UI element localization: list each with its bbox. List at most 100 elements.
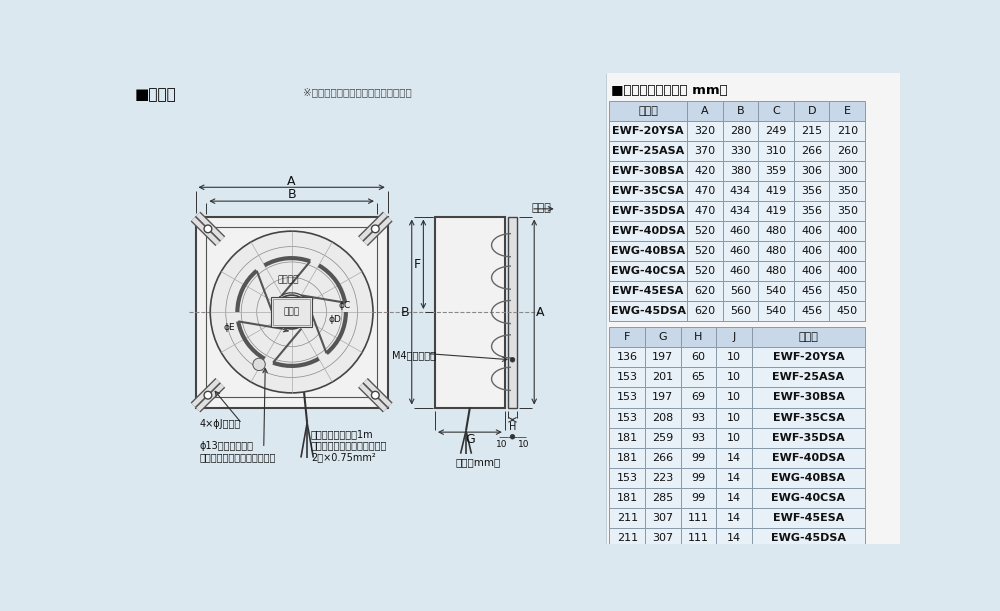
Bar — [609, 387, 645, 408]
Text: 風方向: 風方向 — [531, 203, 551, 213]
Bar — [609, 161, 687, 181]
Bar — [716, 327, 752, 348]
Bar — [794, 181, 829, 201]
Text: G: G — [465, 433, 475, 447]
Text: 300: 300 — [837, 166, 858, 176]
Text: EWF-35DSA: EWF-35DSA — [612, 206, 684, 216]
Bar — [681, 408, 716, 428]
Bar — [645, 348, 681, 367]
Text: 310: 310 — [766, 146, 786, 156]
Bar — [681, 447, 716, 467]
Bar — [606, 73, 900, 544]
Text: A: A — [287, 175, 296, 188]
Bar — [758, 121, 794, 141]
Text: EWG-40CSA: EWG-40CSA — [771, 492, 846, 503]
Text: 460: 460 — [730, 266, 751, 276]
Bar — [645, 467, 681, 488]
Text: EWG-45DSA: EWG-45DSA — [611, 306, 686, 316]
Text: 181: 181 — [617, 433, 638, 442]
Bar — [609, 101, 687, 121]
Text: 406: 406 — [801, 266, 822, 276]
Text: 181: 181 — [617, 492, 638, 503]
Text: 111: 111 — [688, 513, 709, 522]
Bar — [716, 428, 752, 447]
Bar — [829, 181, 865, 201]
Bar — [752, 488, 865, 508]
Text: 330: 330 — [730, 146, 751, 156]
Text: EWF-35CSA: EWF-35CSA — [773, 412, 844, 423]
Bar — [716, 447, 752, 467]
Bar — [829, 101, 865, 121]
Bar — [794, 301, 829, 321]
Bar — [645, 428, 681, 447]
Bar — [716, 387, 752, 408]
Text: 4×ϕJ取付穴: 4×ϕJ取付穴 — [199, 419, 241, 429]
Bar — [609, 348, 645, 367]
Text: 266: 266 — [652, 453, 673, 463]
Text: 456: 456 — [801, 306, 822, 316]
Bar — [723, 181, 758, 201]
Bar — [681, 387, 716, 408]
Bar — [196, 216, 388, 408]
Text: 210: 210 — [837, 126, 858, 136]
Text: E: E — [844, 106, 851, 116]
Bar — [609, 121, 687, 141]
Text: 434: 434 — [730, 186, 751, 196]
Text: 280: 280 — [730, 126, 751, 136]
Bar — [829, 301, 865, 321]
Text: EWF-30BSA: EWF-30BSA — [773, 392, 844, 403]
Bar — [723, 281, 758, 301]
Text: 10: 10 — [727, 412, 741, 423]
Bar — [723, 261, 758, 281]
Text: F: F — [624, 332, 630, 342]
Text: G: G — [659, 332, 667, 342]
Text: B: B — [287, 188, 296, 202]
Bar — [716, 367, 752, 387]
Bar — [752, 467, 865, 488]
Text: 153: 153 — [617, 412, 638, 423]
Text: 電源コード有効长1m
ビニルキャブタイヤケーブル
2芯×0.75mm²: 電源コード有効长1m ビニルキャブタイヤケーブル 2芯×0.75mm² — [311, 429, 387, 463]
Text: 307: 307 — [652, 533, 673, 543]
Text: J: J — [733, 332, 736, 342]
Bar — [609, 447, 645, 467]
Bar — [687, 301, 723, 321]
Bar — [723, 201, 758, 221]
Text: ϕD: ϕD — [329, 315, 342, 324]
Text: A: A — [536, 306, 545, 318]
Text: 520: 520 — [694, 266, 715, 276]
Text: 480: 480 — [765, 226, 787, 236]
Text: 153: 153 — [617, 392, 638, 403]
Text: EWG-45DSA: EWG-45DSA — [771, 533, 846, 543]
Text: （単位mm）: （単位mm） — [456, 458, 501, 467]
Bar — [758, 201, 794, 221]
Text: C: C — [772, 106, 780, 116]
Bar — [716, 508, 752, 528]
Bar — [752, 387, 865, 408]
Text: 356: 356 — [801, 206, 822, 216]
Bar — [609, 428, 645, 447]
Text: 形　名: 形 名 — [799, 332, 818, 342]
Bar — [271, 298, 312, 327]
Text: 285: 285 — [652, 492, 673, 503]
Bar — [758, 141, 794, 161]
Text: H: H — [694, 332, 703, 342]
Bar — [829, 141, 865, 161]
Circle shape — [204, 225, 212, 233]
Text: 10: 10 — [727, 433, 741, 442]
Text: 260: 260 — [837, 146, 858, 156]
Text: 356: 356 — [801, 186, 822, 196]
Bar — [752, 327, 865, 348]
Text: 99: 99 — [691, 453, 706, 463]
Text: D: D — [807, 106, 816, 116]
Bar — [687, 181, 723, 201]
Bar — [758, 181, 794, 201]
Circle shape — [204, 391, 212, 399]
Text: EWF-25ASA: EWF-25ASA — [612, 146, 684, 156]
Text: 111: 111 — [688, 533, 709, 543]
Text: 406: 406 — [801, 246, 822, 256]
Text: 14: 14 — [727, 492, 741, 503]
Bar — [758, 261, 794, 281]
Text: EWF-45ESA: EWF-45ESA — [773, 513, 844, 522]
Text: 60: 60 — [692, 353, 706, 362]
Text: 560: 560 — [730, 286, 751, 296]
